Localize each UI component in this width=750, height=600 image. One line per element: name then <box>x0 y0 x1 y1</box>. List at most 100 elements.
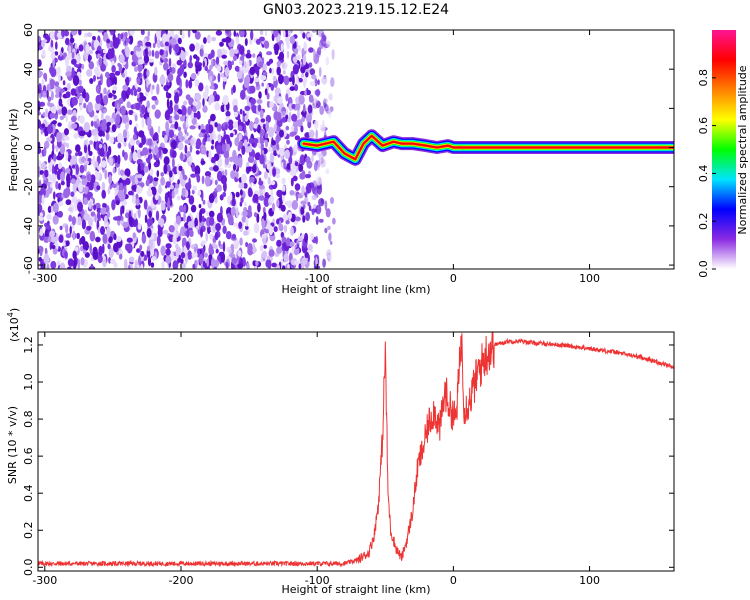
noise-speckle <box>54 81 60 87</box>
noise-speckle <box>141 117 145 129</box>
noise-speckle <box>235 191 240 198</box>
noise-speckle <box>85 43 90 54</box>
noise-speckle <box>294 135 301 141</box>
noise-speckle <box>325 56 329 66</box>
noise-speckle <box>300 66 306 74</box>
noise-speckle <box>147 256 152 267</box>
noise-speckle <box>71 30 78 36</box>
noise-speckle <box>234 155 239 165</box>
noise-speckle <box>171 150 177 159</box>
noise-speckle <box>269 152 275 163</box>
noise-speckle <box>126 101 131 109</box>
noise-speckle <box>154 50 160 59</box>
noise-speckle <box>158 183 162 195</box>
noise-speckle <box>286 139 290 145</box>
noise-speckle <box>190 204 197 213</box>
noise-speckle <box>284 149 291 160</box>
noise-speckle <box>132 232 137 239</box>
noise-speckle <box>293 47 299 55</box>
noise-speckle <box>204 133 208 143</box>
noise-speckle <box>83 160 90 166</box>
noise-speckle <box>164 110 171 121</box>
noise-speckle <box>185 79 189 89</box>
noise-speckle <box>65 240 70 247</box>
noise-speckle <box>97 254 103 264</box>
noise-speckle <box>282 190 287 196</box>
snr-series-line <box>38 332 674 568</box>
noise-speckle <box>211 36 217 42</box>
noise-speckle <box>124 177 131 186</box>
noise-speckle <box>303 103 306 113</box>
noise-speckle <box>160 176 166 186</box>
noise-speckle <box>216 123 222 132</box>
noise-speckle <box>208 193 215 204</box>
noise-speckle <box>58 162 62 170</box>
noise-speckle <box>154 145 159 155</box>
noise-speckle <box>208 150 212 161</box>
noise-speckle <box>164 41 169 47</box>
noise-speckle <box>259 30 264 36</box>
noise-speckle <box>122 84 128 91</box>
noise-speckle <box>41 39 46 48</box>
noise-speckle <box>253 265 258 269</box>
noise-speckle <box>55 181 59 190</box>
noise-speckle <box>133 212 137 220</box>
noise-speckle <box>225 261 229 269</box>
noise-speckle <box>285 125 290 131</box>
noise-speckle <box>38 119 42 129</box>
noise-speckle <box>137 208 141 219</box>
noise-speckle <box>276 60 281 67</box>
noise-speckle <box>223 134 230 140</box>
noise-speckle <box>56 155 63 161</box>
noise-speckle <box>94 66 100 76</box>
noise-speckle <box>133 89 138 97</box>
noise-speckle <box>190 139 195 145</box>
noise-speckle <box>171 190 175 199</box>
noise-speckle <box>220 251 226 263</box>
noise-speckle <box>331 49 335 60</box>
noise-speckle <box>222 191 227 198</box>
noise-speckle <box>139 151 145 157</box>
noise-speckle <box>39 101 46 107</box>
noise-speckle <box>328 93 333 101</box>
y-tick-label: 0.4 <box>22 484 35 502</box>
noise-speckle <box>257 124 261 134</box>
noise-speckle <box>303 77 307 89</box>
noise-speckle <box>267 126 275 138</box>
noise-speckle <box>275 173 281 179</box>
noise-speckle <box>282 213 289 221</box>
noise-speckle <box>294 84 299 92</box>
noise-speckle <box>228 30 232 38</box>
noise-speckle <box>307 120 312 129</box>
noise-speckle <box>116 102 120 114</box>
noise-speckle <box>297 235 303 242</box>
noise-speckle <box>111 124 117 133</box>
noise-speckle <box>103 87 107 95</box>
noise-speckle <box>258 195 265 201</box>
noise-speckle <box>131 184 138 191</box>
noise-speckle <box>289 86 296 91</box>
noise-speckle <box>87 101 93 113</box>
noise-speckle <box>232 163 237 171</box>
noise-speckle <box>44 169 49 178</box>
noise-speckle <box>47 124 54 135</box>
noise-speckle <box>219 41 224 47</box>
noise-speckle <box>207 53 213 60</box>
noise-speckle <box>208 254 213 261</box>
noise-speckle <box>181 32 185 39</box>
noise-speckle <box>75 164 80 176</box>
noise-speckle <box>189 144 193 153</box>
noise-speckle <box>137 96 140 102</box>
noise-speckle <box>177 179 180 185</box>
noise-speckle <box>166 98 170 109</box>
colorbar-tick-label: 0.2 <box>697 212 710 230</box>
colorbar-ticks: 0.0 0.2 0.4 0.6 0.8 <box>697 69 716 278</box>
noise-speckle <box>278 220 282 231</box>
noise-speckle <box>215 56 220 65</box>
noise-speckle <box>321 76 328 85</box>
noise-speckle <box>231 257 238 265</box>
noise-speckle <box>38 35 41 42</box>
spectrogram-y-axis-label: Frequency (Hz) <box>7 109 20 192</box>
noise-speckle <box>250 30 254 41</box>
noise-speckle <box>214 259 220 268</box>
